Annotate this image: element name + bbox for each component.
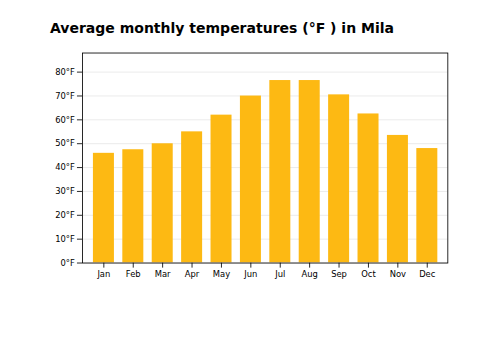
svg-text:May: May [213, 269, 230, 279]
svg-text:Feb: Feb [126, 269, 141, 279]
svg-text:Jul: Jul [274, 269, 285, 279]
svg-text:Apr: Apr [185, 269, 200, 279]
svg-text:60°F: 60°F [55, 115, 75, 125]
svg-text:Jun: Jun [243, 269, 257, 279]
svg-text:Jan: Jan [96, 269, 110, 279]
svg-text:10°F: 10°F [55, 234, 75, 244]
svg-text:Oct: Oct [361, 269, 376, 279]
svg-text:20°F: 20°F [55, 210, 75, 220]
svg-text:Dec: Dec [419, 269, 436, 279]
svg-text:Mar: Mar [155, 269, 171, 279]
svg-text:Sep: Sep [331, 269, 347, 279]
svg-text:Nov: Nov [390, 269, 406, 279]
html-text:Average monthly temperatures (: Average monthly temperatures (°F ) in Mi… [50, 20, 394, 36]
svg-text:70°F: 70°F [55, 91, 75, 101]
svg-text:0°F: 0°F [61, 258, 76, 268]
svg-text:Aug: Aug [301, 269, 317, 279]
svg-text:50°F: 50°F [55, 138, 75, 148]
svg-text:40°F: 40°F [55, 162, 75, 172]
svg-text:80°F: 80°F [55, 67, 75, 77]
svg-text:30°F: 30°F [55, 186, 75, 196]
